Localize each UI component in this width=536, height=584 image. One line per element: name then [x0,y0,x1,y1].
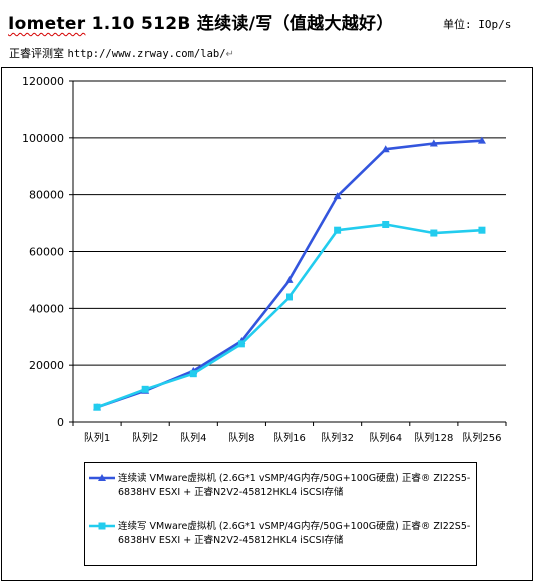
chart-title: Iometer 1.10 512B 连续读/写（值越大越好） [8,9,394,34]
data-point [430,229,438,237]
y-tick-label: 60000 [29,246,64,259]
data-point [237,340,245,348]
source-label: 正睿评测室 [9,47,68,60]
x-tick-label: 队列256 [462,431,501,444]
y-tick-label: 100000 [22,132,64,145]
legend-point [98,474,106,481]
x-tick-label: 队列16 [273,431,306,444]
chart-title-app-name: Iometer [8,14,86,34]
legend-read-label: 连续读 VMware虚拟机 (2.6G*1 vSMP/4G内存/50G+100G… [118,473,471,498]
x-tick-label: 队列64 [369,431,402,444]
x-tick-label: 队列8 [228,431,254,444]
grid-lines [73,80,506,366]
series-write [93,221,486,411]
data-point [477,136,486,144]
chart-title-text: 1.10 512B 连续读/写（值越大越好） [85,14,394,34]
y-tick-label: 20000 [29,359,64,372]
data-point [189,370,197,378]
data-point [286,293,293,301]
chart-frame [1,67,533,581]
y-tick-label: 80000 [29,189,64,202]
data-point [381,145,390,153]
legend-write-label: 连续写 VMware虚拟机 (2.6G*1 vSMP/4G内存/50G+100G… [118,521,471,546]
y-tick-label: 0 [57,416,64,429]
legend: 连续读 VMware虚拟机 (2.6G*1 vSMP/4G内存/50G+100G… [84,462,477,566]
x-tick-label: 队列1 [84,431,110,444]
x-tick-label: 队列32 [321,431,354,444]
x-tick-labels: 队列1 队列2 队列4 队列8 队列16 队列32 队列64 队列128 队列256 [84,431,502,444]
y-tick-label: 40000 [29,302,64,315]
x-tick-label: 队列4 [180,431,206,444]
axes [69,80,507,426]
data-point [141,385,149,393]
legend-read-marker [89,474,115,481]
source-url: http://www.zrway.com/lab/ [67,48,226,60]
legend-write-marker [89,522,115,530]
data-point [478,226,486,234]
data-point [93,403,101,411]
y-tick-labels: 0 20000 40000 60000 80000 100000 120000 [22,75,64,429]
series-read [93,136,486,411]
unit-label: 单位: IOp/s [443,18,512,31]
legend-point [98,522,106,530]
data-point [285,275,294,283]
y-tick-label: 120000 [22,75,64,88]
data-point [333,192,342,200]
data-point [382,221,390,229]
x-tick-label: 队列128 [414,431,453,444]
x-tick-label: 队列2 [132,431,158,444]
data-point [334,226,342,234]
paragraph-return-icon: ↵ [225,49,234,60]
series-lines [93,136,486,411]
source-line: 正睿评测室 http://www.zrway.com/lab/↵ [9,45,234,61]
data-point [429,139,438,147]
series-line [96,139,483,409]
